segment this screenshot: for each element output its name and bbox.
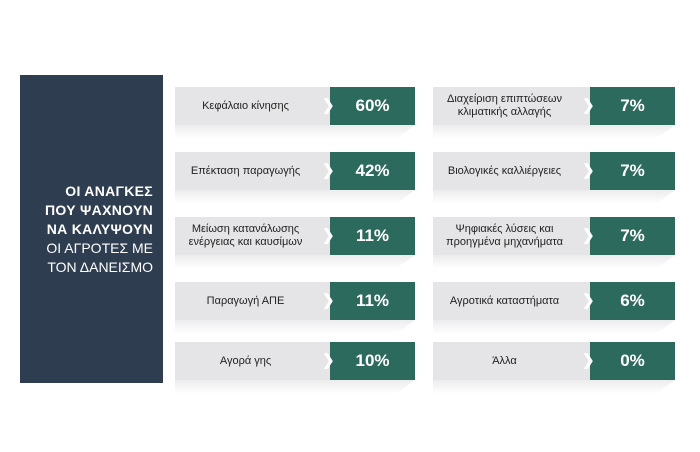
chevron-right-icon: ❯ — [582, 227, 595, 244]
chevron-right-icon: ❯ — [582, 352, 595, 369]
need-item: Ψηφιακές λύσεις και προηγμένα μηχανήματα… — [433, 217, 675, 269]
need-item: Μείωση κατανάλωσης ενέργειας και καυσίμω… — [175, 217, 415, 269]
need-value: 0% — [590, 342, 675, 380]
need-label: Άλλα — [433, 342, 590, 380]
need-label: Επέκταση παραγωγής — [175, 152, 330, 190]
chevron-right-icon: ❯ — [322, 292, 335, 309]
chevron-right-icon: ❯ — [322, 97, 335, 114]
title-line: ΠΟΥ ΨΑΧΝΟΥΝ — [45, 201, 153, 218]
need-item: Βιολογικές καλλιέργειες 7% ❯ — [433, 152, 675, 204]
row-shadow — [433, 380, 675, 394]
row-shadow — [175, 380, 415, 394]
chevron-right-icon: ❯ — [582, 292, 595, 309]
title-line: ΝΑ ΚΑΛΥΨΟΥΝ — [46, 220, 153, 237]
need-item: Κεφάλαιο κίνησης 60% ❯ — [175, 87, 415, 139]
chevron-right-icon: ❯ — [322, 227, 335, 244]
row-shadow — [175, 320, 415, 334]
chevron-right-icon: ❯ — [322, 352, 335, 369]
chevron-right-icon: ❯ — [322, 162, 335, 179]
title-panel: ΟΙ ΑΝΑΓΚΕΣ ΠΟΥ ΨΑΧΝΟΥΝ ΝΑ ΚΑΛΥΨΟΥΝ ΟΙ ΑΓ… — [20, 75, 163, 383]
need-label: Μείωση κατανάλωσης ενέργειας και καυσίμω… — [175, 217, 330, 255]
chevron-right-icon: ❯ — [582, 97, 595, 114]
need-item: Διαχείριση επιπτώσεων κλιματικής αλλαγής… — [433, 87, 675, 139]
row-shadow — [433, 320, 675, 334]
need-label: Ψηφιακές λύσεις και προηγμένα μηχανήματα — [433, 217, 590, 255]
row-shadow — [433, 190, 675, 204]
need-item: Αγορά γης 10% ❯ — [175, 342, 415, 394]
row-shadow — [175, 255, 415, 269]
row-shadow — [175, 190, 415, 204]
need-label: Βιολογικές καλλιέργειες — [433, 152, 590, 190]
need-label: Αγροτικά καταστήματα — [433, 282, 590, 320]
title-line: ΟΙ ΑΓΡΟΤΕΣ ΜΕ — [46, 239, 153, 256]
need-value: 11% — [330, 217, 415, 255]
need-item: Επέκταση παραγωγής 42% ❯ — [175, 152, 415, 204]
need-value: 42% — [330, 152, 415, 190]
need-value: 10% — [330, 342, 415, 380]
chevron-right-icon: ❯ — [582, 162, 595, 179]
need-value: 7% — [590, 87, 675, 125]
need-label: Διαχείριση επιπτώσεων κλιματικής αλλαγής — [433, 87, 590, 125]
need-value: 7% — [590, 152, 675, 190]
need-value: 60% — [330, 87, 415, 125]
need-label: Κεφάλαιο κίνησης — [175, 87, 330, 125]
row-shadow — [175, 125, 415, 139]
need-label: Παραγωγή ΑΠΕ — [175, 282, 330, 320]
need-value: 6% — [590, 282, 675, 320]
need-value: 7% — [590, 217, 675, 255]
need-label: Αγορά γης — [175, 342, 330, 380]
need-item: Παραγωγή ΑΠΕ 11% ❯ — [175, 282, 415, 334]
row-shadow — [433, 255, 675, 269]
need-item: Αγροτικά καταστήματα 6% ❯ — [433, 282, 675, 334]
need-value: 11% — [330, 282, 415, 320]
row-shadow — [433, 125, 675, 139]
need-item: Άλλα 0% ❯ — [433, 342, 675, 394]
title-line: ΤΟΝ ΔΑΝΕΙΣΜΟ — [47, 258, 153, 275]
title-line: ΟΙ ΑΝΑΓΚΕΣ — [65, 182, 153, 199]
